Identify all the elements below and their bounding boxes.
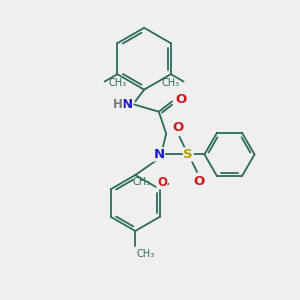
Text: O: O [157, 176, 167, 189]
Text: H: H [113, 98, 123, 111]
Text: CH₃: CH₃ [133, 177, 151, 188]
Text: N: N [153, 148, 164, 161]
Text: CH₃: CH₃ [108, 78, 126, 88]
Text: O: O [193, 175, 204, 188]
Text: N: N [122, 98, 133, 111]
Text: CH₃: CH₃ [137, 249, 155, 259]
Text: S: S [184, 148, 193, 161]
Text: O: O [172, 121, 184, 134]
Text: O: O [176, 93, 187, 106]
Text: CH₃: CH₃ [162, 78, 180, 88]
